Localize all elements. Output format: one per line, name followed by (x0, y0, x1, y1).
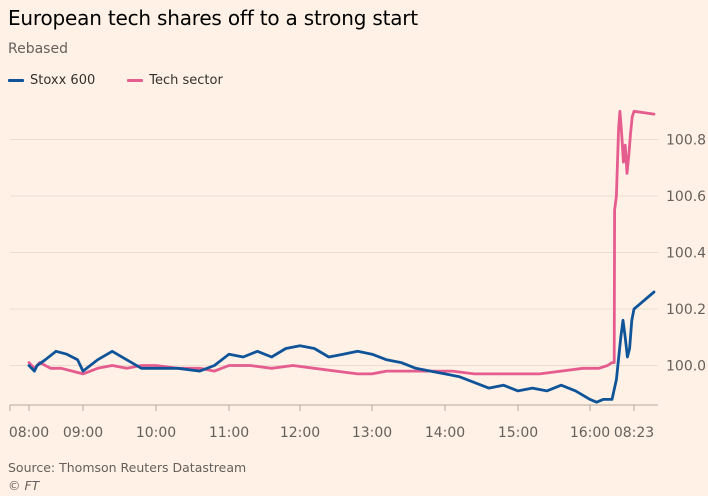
legend-label-tech: Tech sector (149, 73, 223, 88)
x-tick-label: 15:00 (498, 425, 538, 441)
legend-swatch-tech (127, 79, 144, 82)
x-tick-label: 16:00 (570, 425, 610, 441)
x-tick-label: 08:23 (614, 425, 654, 441)
chart-subtitle: Rebased (8, 41, 68, 57)
legend-item-tech: Tech sector (127, 73, 223, 88)
series-line-tech-sector (27, 109, 656, 376)
legend-label-stoxx: Stoxx 600 (30, 73, 96, 88)
y-tick-label: 100.0 (666, 358, 706, 374)
legend: Stoxx 600 Tech sector (8, 73, 255, 88)
y-tick-label: 100.4 (666, 246, 706, 262)
legend-item-stoxx: Stoxx 600 (8, 73, 95, 88)
x-tick-label: 13:00 (352, 425, 392, 441)
series-line-stoxx-600 (27, 290, 656, 404)
x-tick-label: 10:00 (136, 425, 176, 441)
y-tick-label: 100.6 (666, 189, 706, 205)
y-tick-label: 100.8 (666, 133, 706, 149)
y-tick-label: 100.2 (666, 302, 706, 318)
x-tick-label: 14:00 (425, 425, 465, 441)
x-tick-label: 08:00 (9, 425, 49, 441)
legend-swatch-stoxx (8, 79, 24, 82)
source-note: Source: Thomson Reuters Datastream (8, 460, 247, 475)
x-tick-label: 09:00 (63, 425, 103, 441)
x-tick-label: 12:00 (280, 425, 320, 441)
ft-credit: © FT (8, 478, 40, 493)
chart-title: European tech shares off to a strong sta… (8, 6, 418, 30)
x-tick-label: 11:00 (209, 425, 249, 441)
